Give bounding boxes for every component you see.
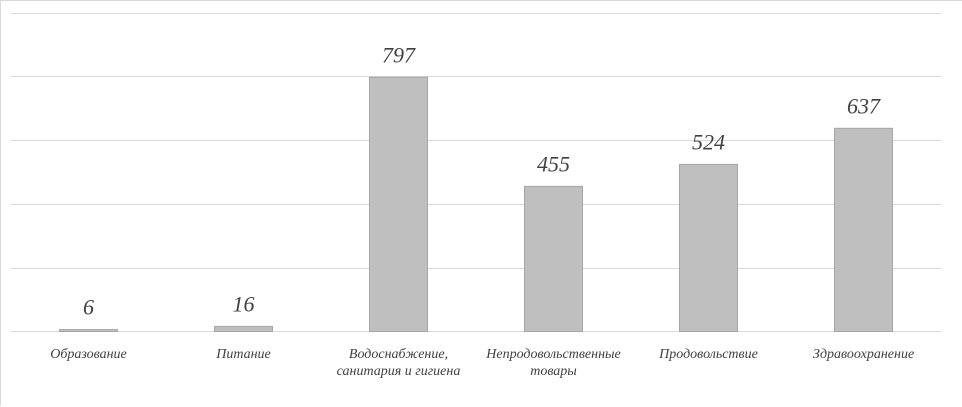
category-label: Водоснабжение,	[349, 347, 448, 362]
category-label: Питание	[215, 347, 271, 362]
category-label: Здравоохранение	[813, 347, 914, 362]
category-label: Образование	[50, 347, 127, 362]
bar	[369, 76, 428, 332]
category-label: товары	[530, 364, 577, 379]
data-label: 524	[692, 129, 725, 154]
category-label: Продовольствие	[658, 347, 758, 362]
bar	[679, 163, 738, 332]
data-label: 455	[537, 151, 570, 176]
data-label: 6	[83, 295, 94, 320]
data-label: 637	[847, 93, 881, 118]
bar	[834, 127, 893, 332]
bar	[214, 325, 273, 332]
data-label: 16	[233, 291, 255, 316]
category-label: Непродовольственные	[485, 347, 620, 362]
data-label: 797	[382, 42, 416, 67]
bar	[524, 185, 583, 332]
bar	[59, 329, 118, 332]
category-label: санитария и гигиена	[337, 364, 461, 379]
